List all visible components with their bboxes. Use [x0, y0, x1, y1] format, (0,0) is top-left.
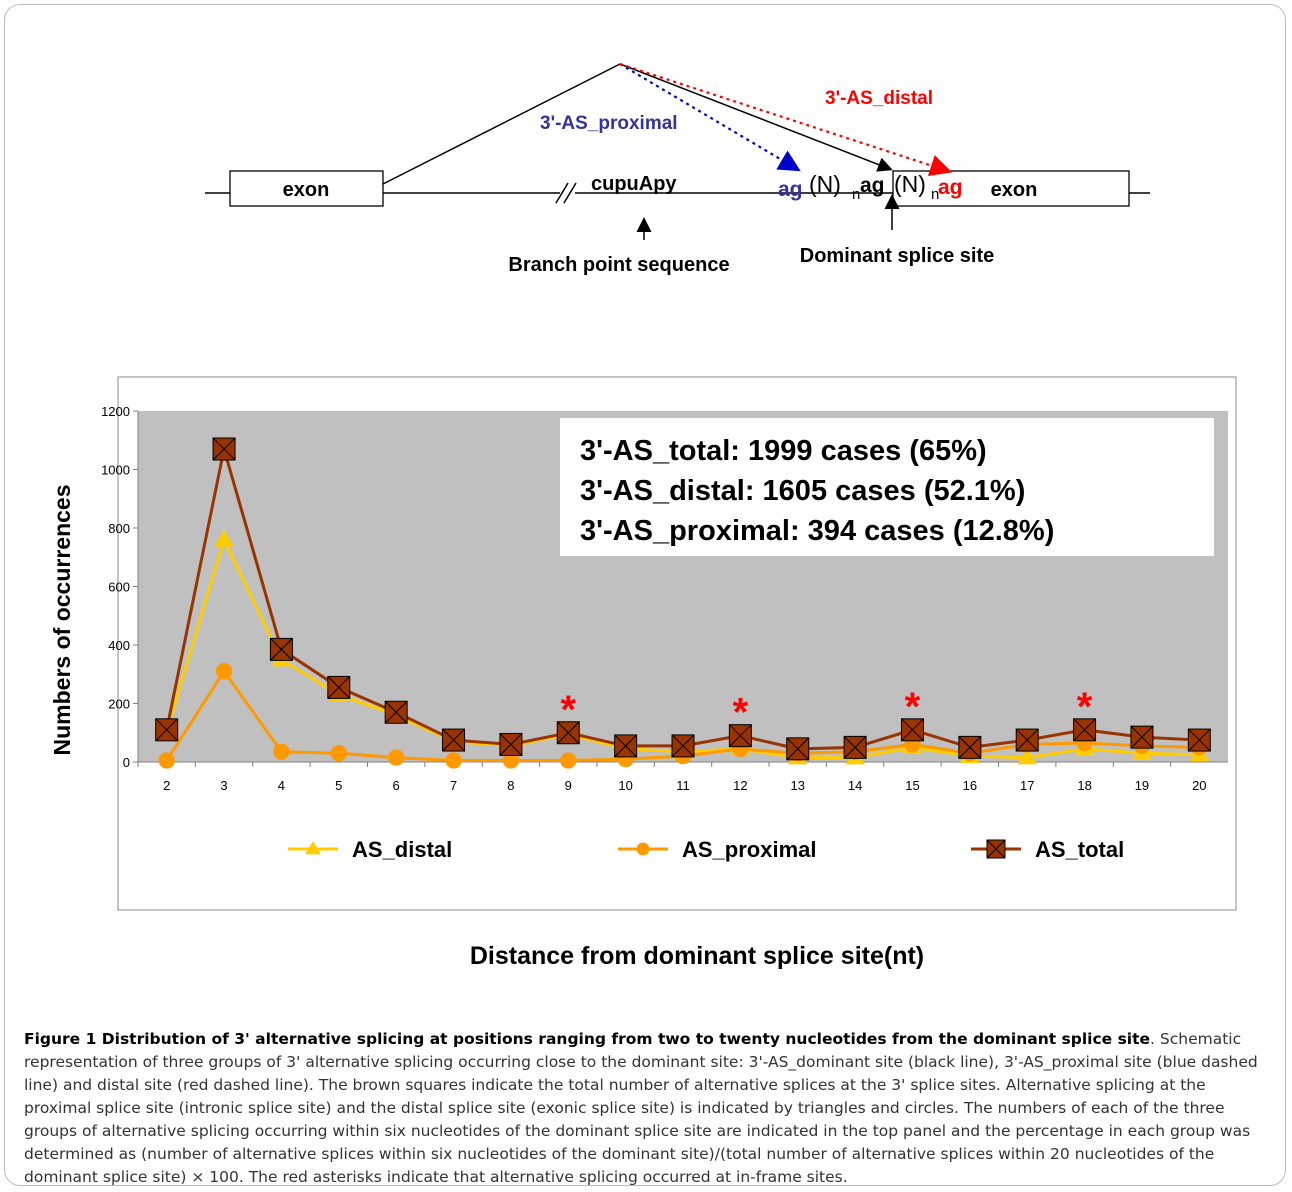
data-point-as-total-cross: [1015, 728, 1039, 752]
x-tick-label: 13: [791, 778, 805, 793]
in-frame-asterisk: *: [905, 685, 921, 729]
x-tick-label: 5: [335, 778, 342, 793]
caption-title: Figure 1 Distribution of 3' alternative …: [24, 1030, 1151, 1048]
data-point-as-proximal: [158, 752, 175, 769]
data-point-as-proximal: [560, 752, 577, 769]
exon-left-box: [229, 170, 384, 207]
info-line-total: 3'-AS_total: 1999 cases (65%): [580, 435, 987, 467]
data-point-as-total-cross: [327, 676, 351, 699]
data-point-as-proximal: [388, 749, 405, 766]
y-tick-label: 1200: [101, 404, 130, 419]
data-point-as-total-cross: [1073, 718, 1096, 742]
data-point-as-total-cross: [270, 638, 293, 661]
data-point-as-proximal: [445, 752, 462, 769]
x-tick-label: 15: [905, 778, 919, 793]
x-tick-label: 16: [963, 778, 977, 793]
distal-dashed-line: [619, 62, 953, 176]
data-point-as-total-cross: [384, 700, 408, 724]
data-point-as-proximal: [215, 663, 233, 680]
data-point-as-total-cross: [556, 721, 580, 745]
x-tick-label: 10: [618, 778, 632, 793]
data-point-as-total-cross: [786, 737, 810, 761]
in-frame-asterisk: *: [1077, 685, 1093, 729]
legend-label-as-proximal: AS_proximal: [682, 837, 817, 862]
line-chart: 0 200 400 600 800 1000 1200 2 3 4 5 6 7 8 9 10 11 12 13 14 1…: [49, 376, 1237, 970]
figure-caption: Figure 1 Distribution of 3' alternative …: [24, 1028, 1276, 1189]
legend-marker-as-distal: [305, 841, 321, 855]
x-tick-label: 2: [163, 778, 170, 793]
y-tick-label: 1000: [101, 463, 130, 478]
branch-point-label: Branch point sequence: [508, 254, 729, 276]
y-tick-label: 800: [108, 521, 130, 536]
legend-label-as-distal: AS_distal: [352, 837, 452, 862]
x-tick-label: 14: [848, 778, 862, 793]
data-point-as-total-cross: [843, 736, 867, 759]
data-point-as-distal: [214, 529, 234, 547]
y-tick-label: 0: [123, 755, 130, 770]
data-point-as-total-cross: [1130, 725, 1154, 749]
data-point-as-total-cross: [1187, 728, 1211, 752]
data-point-as-proximal: [330, 745, 347, 762]
n-subscript-1: n: [852, 186, 860, 203]
legend-marker-as-proximal: [636, 842, 650, 856]
x-tick-label: 17: [1020, 778, 1034, 793]
caption-body: . Schematic representation of three grou…: [24, 1030, 1258, 1186]
data-point-as-total-cross: [958, 736, 982, 759]
dominant-splice-line: [619, 63, 893, 172]
exon-right-label: exon: [991, 179, 1038, 201]
data-point-as-total-cross: [901, 718, 924, 742]
info-line-proximal: 3'-AS_proximal: 394 cases (12.8%): [580, 515, 1054, 547]
ag-proximal: ag: [778, 178, 803, 201]
data-point-as-total-cross: [614, 734, 637, 758]
x-axis-label: Distance from dominant splice site(nt): [470, 942, 924, 970]
n-spacer-1: (N): [809, 171, 841, 197]
in-frame-asterisk: *: [560, 688, 576, 732]
legend-marker-as-total-cross: [986, 839, 1006, 859]
data-point-as-total-cross: [671, 734, 695, 758]
x-tick-label: 9: [565, 778, 572, 793]
splicing-schematic: exon exon 3'-AS_proximal 3'-AS_distal cu…: [205, 62, 1150, 276]
data-point-as-proximal: [273, 743, 290, 760]
n-subscript-2: n: [931, 186, 939, 203]
exon-right-box: [892, 170, 1130, 207]
ag-distal: ag: [938, 176, 963, 199]
y-tick-label: 200: [108, 697, 130, 712]
y-tick-label: 400: [108, 638, 130, 653]
y-tick-label: 600: [108, 580, 130, 595]
x-tick-label: 18: [1077, 778, 1091, 793]
x-tick-label: 12: [733, 778, 747, 793]
break-slash-1: [555, 182, 569, 204]
x-tick-label: 19: [1135, 778, 1149, 793]
data-point-as-total-cross: [729, 724, 752, 748]
x-tick-label: 8: [507, 778, 514, 793]
x-tick-label: 7: [450, 778, 457, 793]
ag-dominant: ag: [860, 174, 885, 197]
x-tick-label: 6: [393, 778, 400, 793]
data-point-as-distal: [1017, 747, 1038, 765]
data-point-as-total-cross: [442, 728, 465, 752]
splice-line-left: [382, 63, 621, 185]
x-tick-label: 4: [278, 778, 285, 793]
data-point-as-total-cross: [155, 718, 179, 742]
info-box: [560, 418, 1214, 556]
y-axis-label: Numbers of occurrences: [49, 485, 75, 756]
data-point-as-total-cross: [499, 733, 523, 756]
distal-label: 3'-AS_distal: [825, 88, 933, 109]
proximal-label: 3'-AS_proximal: [540, 113, 678, 134]
dominant-site-label: Dominant splice site: [800, 245, 995, 267]
data-point-as-total-cross: [212, 437, 236, 461]
in-frame-asterisk: *: [733, 691, 749, 735]
x-tick-label: 3: [220, 778, 227, 793]
info-line-distal: 3'-AS_distal: 1605 cases (52.1%): [580, 475, 1025, 507]
exon-left-label: exon: [283, 179, 330, 201]
x-tick-label: 20: [1192, 778, 1206, 793]
break-slash-2: [563, 182, 577, 204]
legend-label-as-total: AS_total: [1035, 837, 1124, 862]
n-spacer-2: (N): [894, 171, 926, 197]
x-tick-label: 11: [676, 778, 690, 793]
figure-frame: [4, 4, 1286, 1186]
cupuapy-label: cupuApy: [591, 173, 677, 195]
